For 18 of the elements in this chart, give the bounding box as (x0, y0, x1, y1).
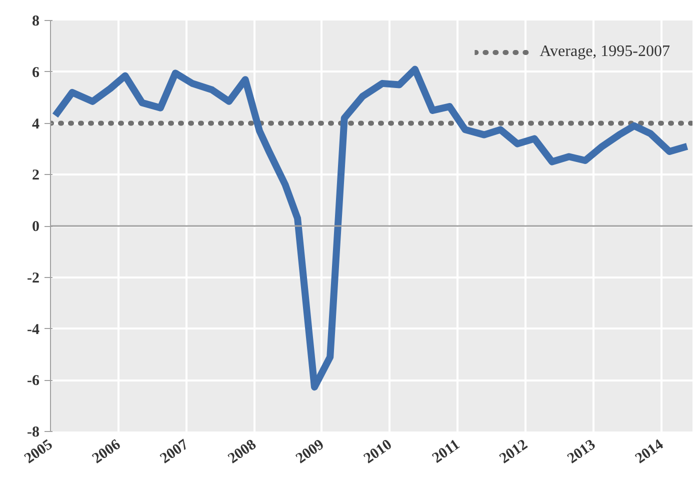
y-tick-label: -6 (27, 373, 40, 390)
x-tick-label: 2009 (293, 436, 328, 468)
x-tick-label: 2013 (564, 436, 599, 468)
x-tick-label: 2008 (226, 436, 260, 468)
legend-label: Average, 1995-2007 (540, 43, 670, 61)
y-tick-label: -2 (27, 270, 40, 286)
y-tick-label: 6 (32, 64, 40, 81)
x-tick-label: 2014 (632, 436, 667, 468)
x-tick-label: 2011 (430, 436, 463, 467)
x-tick-label: 2007 (158, 436, 192, 468)
x-tick-label: 2006 (90, 436, 124, 468)
y-tick-label: 4 (32, 116, 40, 132)
y-tick-label: 8 (32, 14, 40, 30)
y-tick-label: 2 (32, 168, 40, 184)
y-tick-label: -4 (27, 322, 40, 338)
y-tick-label: 0 (32, 219, 40, 235)
x-tick-label: 2010 (361, 436, 395, 468)
x-tick-label: 2012 (496, 436, 531, 468)
